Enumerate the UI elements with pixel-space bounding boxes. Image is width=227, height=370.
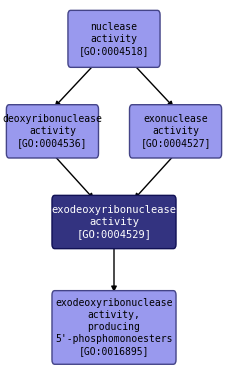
Text: exonuclease
activity
[GO:0004527]: exonuclease activity [GO:0004527] <box>140 114 210 148</box>
Text: deoxyribonuclease
activity
[GO:0004536]: deoxyribonuclease activity [GO:0004536] <box>2 114 102 148</box>
Text: exodeoxyribonuclease
activity,
producing
5'-phosphomonoesters
[GO:0016895]: exodeoxyribonuclease activity, producing… <box>55 299 172 356</box>
Text: nuclease
activity
[GO:0004518]: nuclease activity [GO:0004518] <box>78 22 149 56</box>
Text: exodeoxyribonuclease
activity
[GO:0004529]: exodeoxyribonuclease activity [GO:000452… <box>51 205 176 239</box>
FancyBboxPatch shape <box>52 291 175 364</box>
FancyBboxPatch shape <box>52 195 175 249</box>
FancyBboxPatch shape <box>129 105 221 158</box>
FancyBboxPatch shape <box>6 105 98 158</box>
FancyBboxPatch shape <box>68 10 159 67</box>
